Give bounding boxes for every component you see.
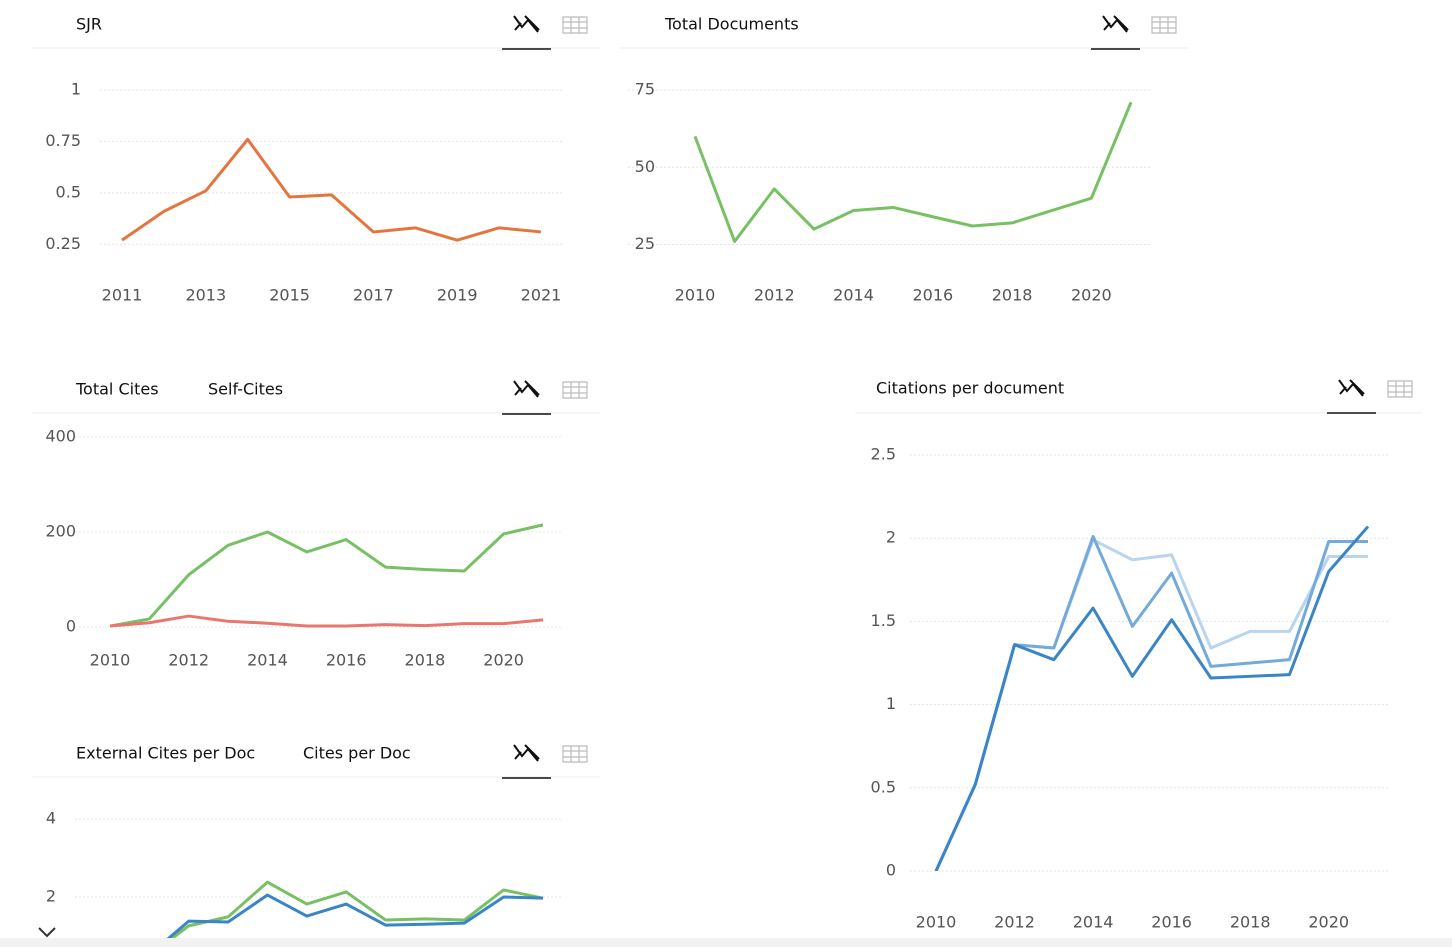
- x-tick-label: 2021: [521, 286, 562, 305]
- x-tick-label: 2014: [833, 286, 874, 305]
- y-tick-label: 50: [635, 157, 655, 176]
- table-view-icon[interactable]: [562, 16, 588, 34]
- series-line: [121, 137, 542, 242]
- series-line: [166, 893, 544, 938]
- x-tick-label: 2020: [483, 651, 524, 670]
- y-tick-label: 0: [66, 617, 76, 636]
- x-tick-label: 2015: [269, 286, 310, 305]
- chart-view-toggle[interactable]: [502, 380, 588, 415]
- x-tick-label: 2018: [405, 651, 446, 670]
- y-tick-label: 25: [635, 234, 655, 253]
- series-label: External Cites per Doc: [76, 744, 255, 763]
- y-tick-label: 75: [635, 80, 655, 99]
- chart-title: Total Documents: [664, 15, 799, 34]
- x-tick-label: 2020: [1071, 286, 1112, 305]
- series-line: [934, 535, 1368, 871]
- table-view-icon[interactable]: [1151, 16, 1177, 34]
- x-tick-label: 2012: [754, 286, 795, 305]
- table-view-icon[interactable]: [1387, 380, 1413, 398]
- x-tick-label: 2016: [912, 286, 953, 305]
- x-tick-label: 2016: [1151, 913, 1192, 932]
- y-tick-label: 0.75: [45, 131, 81, 150]
- y-tick-label: 2: [886, 528, 896, 547]
- chart-view-toggle[interactable]: [1327, 379, 1413, 414]
- x-tick-label: 2018: [992, 286, 1033, 305]
- y-tick-label: 1: [71, 80, 81, 99]
- x-tick-label: 2017: [353, 286, 394, 305]
- x-tick-label: 2018: [1230, 913, 1271, 932]
- y-tick-label: 4: [46, 809, 56, 828]
- line-view-icon[interactable]: [1338, 379, 1365, 397]
- x-tick-label: 2014: [247, 651, 288, 670]
- x-tick-label: 2013: [185, 286, 226, 305]
- x-tick-label: 2012: [994, 913, 1035, 932]
- y-tick-label: 0.5: [871, 777, 896, 796]
- y-tick-label: 0.5: [56, 182, 81, 201]
- chart-title: SJR: [76, 15, 102, 34]
- series-label: Cites per Doc: [303, 744, 411, 763]
- y-tick-label: 2: [46, 887, 56, 906]
- x-tick-label: 2019: [437, 286, 478, 305]
- table-view-icon[interactable]: [562, 745, 588, 763]
- bottom-bar: [0, 938, 1452, 947]
- y-tick-label: 200: [45, 522, 76, 541]
- line-view-icon[interactable]: [513, 380, 540, 398]
- y-tick-label: 0.25: [45, 234, 81, 253]
- chart-view-toggle[interactable]: [502, 15, 588, 50]
- line-view-icon[interactable]: [513, 15, 540, 33]
- y-tick-label: 1: [886, 694, 896, 713]
- x-tick-label: 2016: [326, 651, 367, 670]
- y-tick-label: 2.5: [871, 445, 896, 464]
- line-view-icon[interactable]: [513, 744, 540, 762]
- x-tick-label: 2012: [168, 651, 209, 670]
- series-label: Self-Cites: [208, 380, 283, 399]
- line-view-icon[interactable]: [1102, 15, 1129, 33]
- chart-view-toggle[interactable]: [502, 744, 588, 779]
- x-tick-label: 2014: [1073, 913, 1114, 932]
- table-view-icon[interactable]: [562, 381, 588, 399]
- series-line: [170, 880, 544, 938]
- series-label: Total Cites: [75, 380, 159, 399]
- series-line: [934, 525, 1370, 871]
- x-tick-label: 2020: [1308, 913, 1349, 932]
- chart-title: Citations per document: [876, 379, 1064, 398]
- series-line: [934, 538, 1368, 871]
- x-tick-label: 2010: [90, 651, 131, 670]
- series-line: [109, 614, 544, 628]
- expand-chevron[interactable]: [38, 927, 56, 938]
- x-tick-label: 2010: [675, 286, 716, 305]
- y-tick-label: 400: [45, 427, 76, 446]
- x-tick-label: 2011: [102, 286, 143, 305]
- y-tick-label: 1.5: [871, 611, 896, 630]
- chart-view-toggle[interactable]: [1091, 15, 1177, 50]
- x-tick-label: 2010: [916, 913, 957, 932]
- y-tick-label: 0: [886, 861, 896, 880]
- series-line: [109, 523, 544, 628]
- series-line: [693, 101, 1133, 243]
